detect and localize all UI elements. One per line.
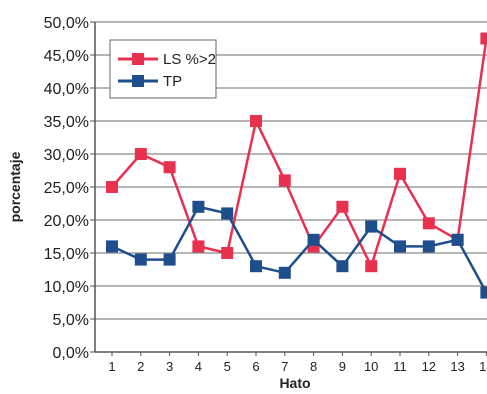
y-tick-label: 30,0% [44, 147, 89, 164]
y-tick-label: 25,0% [44, 180, 89, 197]
y-tick-label: 20,0% [44, 213, 89, 230]
y-tick-label: 40,0% [44, 81, 89, 98]
data-point-tp [192, 200, 205, 213]
data-point-tp [221, 207, 234, 220]
data-point-tp [134, 253, 147, 266]
x-tick-label: 11 [393, 359, 407, 374]
y-axis-title: porcentaje [7, 151, 23, 222]
data-point-tp [365, 220, 378, 233]
legend: LS %>2 TP [109, 39, 217, 99]
grid-lines [95, 21, 487, 320]
x-axis-ticks: 1234567891011121314 [108, 352, 487, 374]
data-point-ls [106, 181, 118, 193]
legend-marker-ls [132, 53, 144, 65]
data-point-tp [394, 240, 406, 253]
x-tick-label: 10 [364, 359, 378, 374]
x-tick-label: 3 [166, 359, 173, 374]
data-point-ls [365, 260, 378, 273]
x-tick-label: 4 [195, 359, 202, 374]
y-tick-label: 0,0% [53, 345, 89, 362]
data-point-tp [480, 286, 487, 299]
y-tick-label: 50,0% [44, 15, 89, 32]
y-tick-label: 35,0% [44, 114, 89, 131]
data-point-tp [451, 233, 464, 246]
x-tick-label: 7 [281, 359, 288, 374]
x-tick-label: 13 [450, 359, 464, 374]
x-tick-label: 9 [339, 359, 346, 374]
data-point-ls [192, 240, 205, 253]
x-tick-label: 12 [422, 359, 436, 374]
legend-box [109, 39, 217, 99]
data-point-ls [480, 32, 487, 45]
x-tick-label: 14 [479, 359, 487, 374]
data-point-tp [163, 253, 176, 266]
x-axis-title: Hato [279, 375, 310, 391]
x-tick-label: 8 [310, 359, 317, 374]
x-tick-label: 6 [252, 359, 259, 374]
y-tick-label: 15,0% [44, 246, 89, 263]
y-tick-label: 10,0% [44, 279, 89, 296]
legend-marker-tp [132, 75, 144, 87]
data-point-tp [307, 233, 320, 246]
data-point-ls [221, 247, 234, 259]
data-point-ls [250, 115, 262, 127]
data-point-tp [278, 266, 291, 279]
series-group [106, 32, 487, 299]
data-point-ls [163, 161, 176, 174]
y-axis-ticks: 0,0% 5,0% 10,0% 15,0% 20,0% 25,0% 30,0% 35,0% 40… [44, 15, 95, 362]
data-point-ls [278, 174, 291, 187]
data-point-ls [134, 148, 147, 160]
data-point-ls [394, 167, 406, 180]
legend-label-ls: LS %>2 [163, 51, 216, 68]
data-point-ls [336, 200, 349, 213]
data-point-tp [336, 260, 349, 273]
x-tick-label: 1 [108, 359, 115, 374]
data-point-ls [422, 217, 435, 230]
x-tick-label: 5 [224, 359, 231, 374]
data-point-tp [422, 240, 435, 253]
legend-label-tp: TP [163, 73, 182, 90]
data-point-tp [106, 240, 118, 253]
x-tick-label: 2 [137, 359, 144, 374]
data-point-tp [250, 260, 262, 273]
y-tick-label: 5,0% [53, 312, 89, 329]
series-line-ls [111, 38, 487, 270]
y-tick-label: 45,0% [44, 48, 89, 65]
